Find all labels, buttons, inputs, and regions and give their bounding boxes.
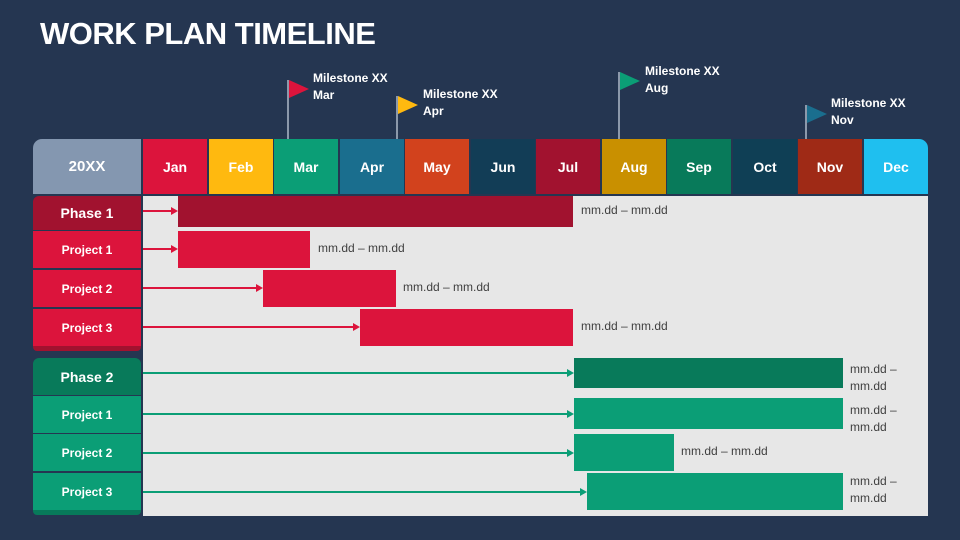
milestone-label-mar: Milestone XX Mar bbox=[313, 71, 388, 102]
month-jun: Jun bbox=[471, 139, 535, 194]
phase-1-project-2-bar bbox=[263, 270, 396, 307]
phase-2-project-1-bar bbox=[574, 398, 843, 429]
phase-2-arrow bbox=[567, 369, 574, 377]
month-jul: Jul bbox=[536, 139, 600, 194]
month-nov: Nov bbox=[798, 139, 862, 194]
phase-2-project-2-dates: mm.dd – mm.dd bbox=[681, 444, 768, 458]
phase-2-project-3-connector bbox=[143, 491, 582, 493]
phase-2-bar bbox=[574, 358, 843, 388]
phase-1-project-2-arrow bbox=[256, 284, 263, 292]
phase-1-label: Phase 1 bbox=[33, 196, 141, 230]
phase-1-project-1-dates: mm.dd – mm.dd bbox=[318, 241, 405, 255]
phase-1-project-1-arrow bbox=[171, 245, 178, 253]
phase-1-bar bbox=[178, 196, 573, 227]
phase-2-dates: mm.dd – mm.dd bbox=[850, 362, 897, 393]
phase-1-project-3-connector bbox=[143, 326, 355, 328]
phase-1-project-1-connector bbox=[143, 248, 173, 250]
phase-1-project-2-connector bbox=[143, 287, 258, 289]
month-dec: Dec bbox=[864, 139, 928, 194]
phase-2-project-1-label: Project 1 bbox=[33, 396, 141, 433]
milestone-label-aug: Milestone XX Aug bbox=[645, 64, 720, 95]
phase-1-project-1-label: Project 1 bbox=[33, 231, 141, 268]
year-header: 20XX bbox=[33, 139, 141, 194]
phase-1-project-3-dates: mm.dd – mm.dd bbox=[581, 319, 668, 333]
phase-1-project-1-bar bbox=[178, 231, 310, 268]
phase-2-project-3-label: Project 3 bbox=[33, 473, 141, 510]
milestone-label-nov: Milestone XX Nov bbox=[831, 96, 906, 127]
phase-1-project-3-bar bbox=[360, 309, 573, 346]
phase-2-project-2-label: Project 2 bbox=[33, 434, 141, 471]
phase-2-project-1-connector bbox=[143, 413, 569, 415]
month-may: May bbox=[405, 139, 469, 194]
phase-2-project-3-dates: mm.dd – mm.dd bbox=[850, 474, 897, 505]
phase-2-project-2-arrow bbox=[567, 449, 574, 457]
phase-2-project-3-bar bbox=[587, 473, 843, 510]
month-feb: Feb bbox=[209, 139, 273, 194]
phase-2-project-1-dates: mm.dd – mm.dd bbox=[850, 403, 897, 434]
phase-1-connector bbox=[143, 210, 173, 212]
phase-2-project-3-arrow bbox=[580, 488, 587, 496]
phase-1-project-2-dates: mm.dd – mm.dd bbox=[403, 280, 490, 294]
month-apr: Apr bbox=[340, 139, 404, 194]
phase-1-project-2-label: Project 2 bbox=[33, 270, 141, 307]
phase-2-footer bbox=[33, 510, 141, 515]
phase-2-project-1-arrow bbox=[567, 410, 574, 418]
month-aug: Aug bbox=[602, 139, 666, 194]
phase-1-arrow bbox=[171, 207, 178, 215]
phase-2-project-2-bar bbox=[574, 434, 674, 471]
month-sep: Sep bbox=[667, 139, 731, 194]
phase-1-dates: mm.dd – mm.dd bbox=[581, 203, 668, 217]
phase-2-project-2-connector bbox=[143, 452, 569, 454]
phase-1-project-3-label: Project 3 bbox=[33, 309, 141, 346]
milestone-label-apr: Milestone XX Apr bbox=[423, 87, 498, 118]
month-mar: Mar bbox=[274, 139, 338, 194]
month-jan: Jan bbox=[143, 139, 207, 194]
page-title: WORK PLAN TIMELINE bbox=[40, 16, 376, 51]
phase-2-connector bbox=[143, 372, 569, 374]
phase-1-footer bbox=[33, 346, 141, 351]
phase-1-project-3-arrow bbox=[353, 323, 360, 331]
phase-2-label: Phase 2 bbox=[33, 358, 141, 395]
month-oct: Oct bbox=[733, 139, 797, 194]
